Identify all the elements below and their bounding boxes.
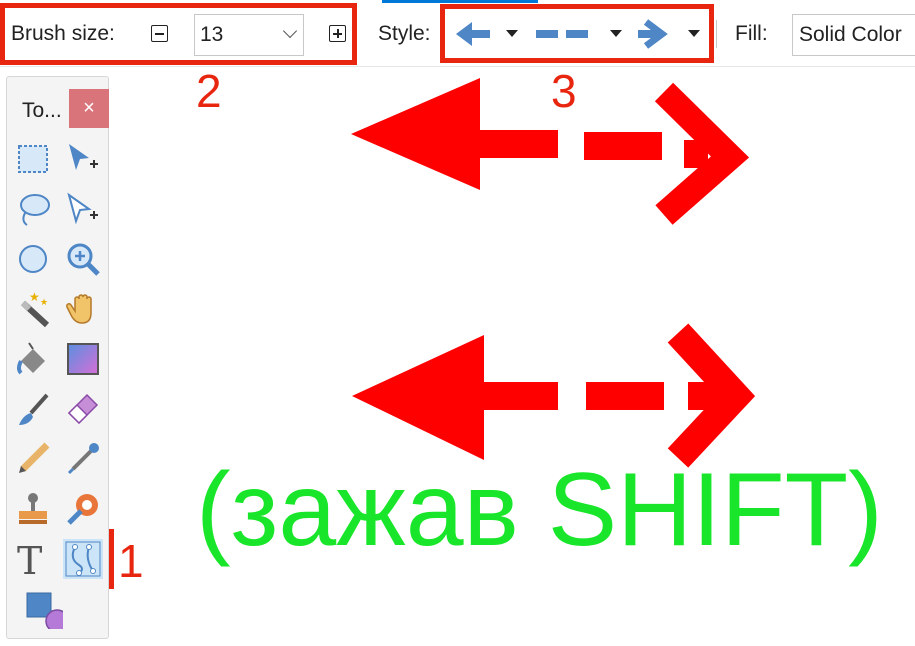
arrow-end-style-dropdown[interactable] [636,16,706,52]
svg-text:★: ★ [40,298,48,308]
rectangle-select-tool[interactable] [13,138,53,178]
dropdown-caret-icon [610,30,622,37]
brush-size-label: Brush size: [11,22,115,45]
fill-mode-select[interactable]: Solid Color [792,14,915,56]
ellipse-select-tool[interactable] [13,239,53,279]
highlight-style [440,4,714,63]
hand-icon [66,294,92,324]
highlight-brush-size [0,3,357,65]
line-curve-icon [65,541,101,577]
dashed-line-icon [536,30,588,38]
left-arrowhead [351,78,480,190]
shift-hint-caption: (зажав SHIFT) [196,452,883,568]
dropdown-caret-icon [688,30,700,37]
tools-palette-title: To... [22,99,62,122]
color-picker-tool[interactable] [63,439,103,479]
gradient-tool[interactable] [63,339,103,379]
svg-text:★: ★ [29,290,40,304]
arrow-dash-segment [482,382,558,410]
pencil-icon [19,442,50,473]
arrow-dash-segment [584,132,662,160]
dashed-double-arrow-top [351,78,750,225]
svg-text:T: T [17,539,42,579]
arrow-dash-segment [586,382,664,410]
paintbrush-tool[interactable] [13,389,53,429]
arrow-right-icon [638,19,668,49]
zoom-icon [67,243,100,276]
dash-style-dropdown[interactable] [532,16,628,52]
magic-wand-icon: ★ ★ [20,290,50,328]
annotation-number-3: 3 [551,65,577,117]
shapes-icon [26,592,63,629]
paintbrush-icon [19,393,49,425]
left-arrowhead [352,335,484,460]
pencil-tool[interactable] [13,439,53,479]
arrow-dash-segment [478,130,558,158]
move-selected-icon [67,192,98,225]
tool-options-toolbar: Brush size: 13 Style: Fill: Solid Color [0,0,915,67]
paint-bucket-tool[interactable] [13,339,53,379]
move-selection-icon [69,144,98,170]
toolbar-separator [716,20,717,48]
eyedropper-icon [67,443,99,475]
recolor-tool[interactable] [63,489,103,529]
lasso-icon [20,194,50,226]
annotation-number-1: 1 [118,535,144,587]
active-tab-indicator [382,0,538,3]
eraser-icon [67,393,99,425]
clone-stamp-tool[interactable] [13,489,53,529]
brush-size-increase-button[interactable] [329,25,346,42]
annotation-number-2: 2 [196,65,222,117]
tools-palette: To... × ★ ★ [6,76,109,639]
pan-tool[interactable] [63,289,103,329]
close-palette-button[interactable]: × [69,89,109,128]
line-curve-tool[interactable] [63,539,103,579]
style-label: Style: [378,22,431,45]
move-selected-tool[interactable] [63,189,103,229]
paint-bucket-icon [17,342,45,375]
right-arrowhead [667,323,756,468]
text-tool[interactable]: T [13,539,53,579]
arrow-left-icon [456,22,490,46]
brush-size-combobox[interactable]: 13 [194,14,304,56]
ellipse-select-icon [19,245,47,273]
brush-size-decrease-button[interactable] [151,25,168,42]
right-arrowhead [654,82,750,225]
dashed-double-arrow-bottom [352,323,756,468]
stamp-icon [19,493,47,524]
lasso-select-tool[interactable] [13,189,53,229]
zoom-tool[interactable] [63,239,103,279]
gradient-icon [67,343,99,375]
recolor-icon [67,494,98,525]
move-selection-tool[interactable] [63,138,103,178]
dropdown-caret-icon [506,30,518,37]
text-icon: T [17,539,42,579]
rectangle-select-icon [18,145,48,173]
eraser-tool[interactable] [63,389,103,429]
fill-mode-value: Solid Color [799,23,902,46]
brush-size-value: 13 [200,23,224,46]
arrow-start-style-dropdown[interactable] [452,16,522,52]
magic-wand-tool[interactable]: ★ ★ [13,289,53,329]
fill-label: Fill: [735,22,768,45]
shapes-tool[interactable] [23,589,93,633]
